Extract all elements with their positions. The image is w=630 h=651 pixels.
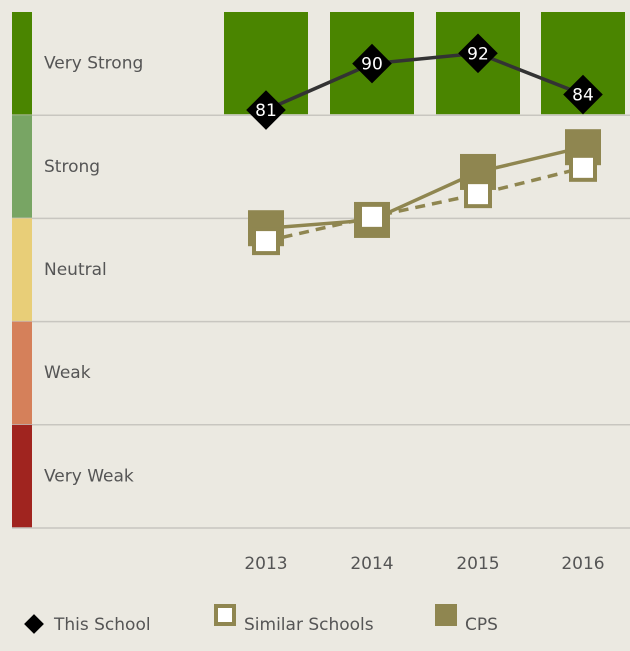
series-line bbox=[265, 51, 584, 112]
point bbox=[358, 202, 386, 231]
legend-label: This School bbox=[53, 615, 151, 635]
x-tick-label: 2016 bbox=[561, 554, 604, 574]
band-swatch bbox=[12, 321, 32, 425]
data-label: 90 bbox=[361, 55, 383, 75]
series-line bbox=[265, 166, 584, 243]
data-label: 92 bbox=[467, 44, 489, 64]
series-line bbox=[265, 145, 584, 230]
point bbox=[563, 74, 603, 115]
legend-marker bbox=[435, 604, 457, 626]
band-label: Strong bbox=[44, 157, 100, 177]
legend-label: CPS bbox=[465, 615, 498, 635]
point bbox=[252, 227, 280, 256]
x-tick-label: 2015 bbox=[456, 554, 499, 574]
band-label: Weak bbox=[44, 363, 91, 383]
x-tick-label: 2013 bbox=[244, 554, 287, 574]
band-label: Neutral bbox=[44, 260, 107, 280]
legend-marker bbox=[214, 604, 236, 626]
band-swatch bbox=[12, 218, 32, 322]
band-swatch bbox=[12, 424, 32, 528]
band-swatch bbox=[12, 115, 32, 219]
band-swatch bbox=[12, 12, 32, 116]
band-label: Very Strong bbox=[44, 54, 143, 74]
data-label: 81 bbox=[255, 101, 277, 121]
point bbox=[464, 180, 492, 209]
point bbox=[569, 153, 597, 182]
legend-label: Similar Schools bbox=[244, 615, 374, 635]
data-label: 84 bbox=[572, 86, 594, 106]
x-tick-label: 2014 bbox=[350, 554, 393, 574]
band-label: Very Weak bbox=[44, 466, 134, 486]
legend-marker bbox=[24, 614, 44, 634]
